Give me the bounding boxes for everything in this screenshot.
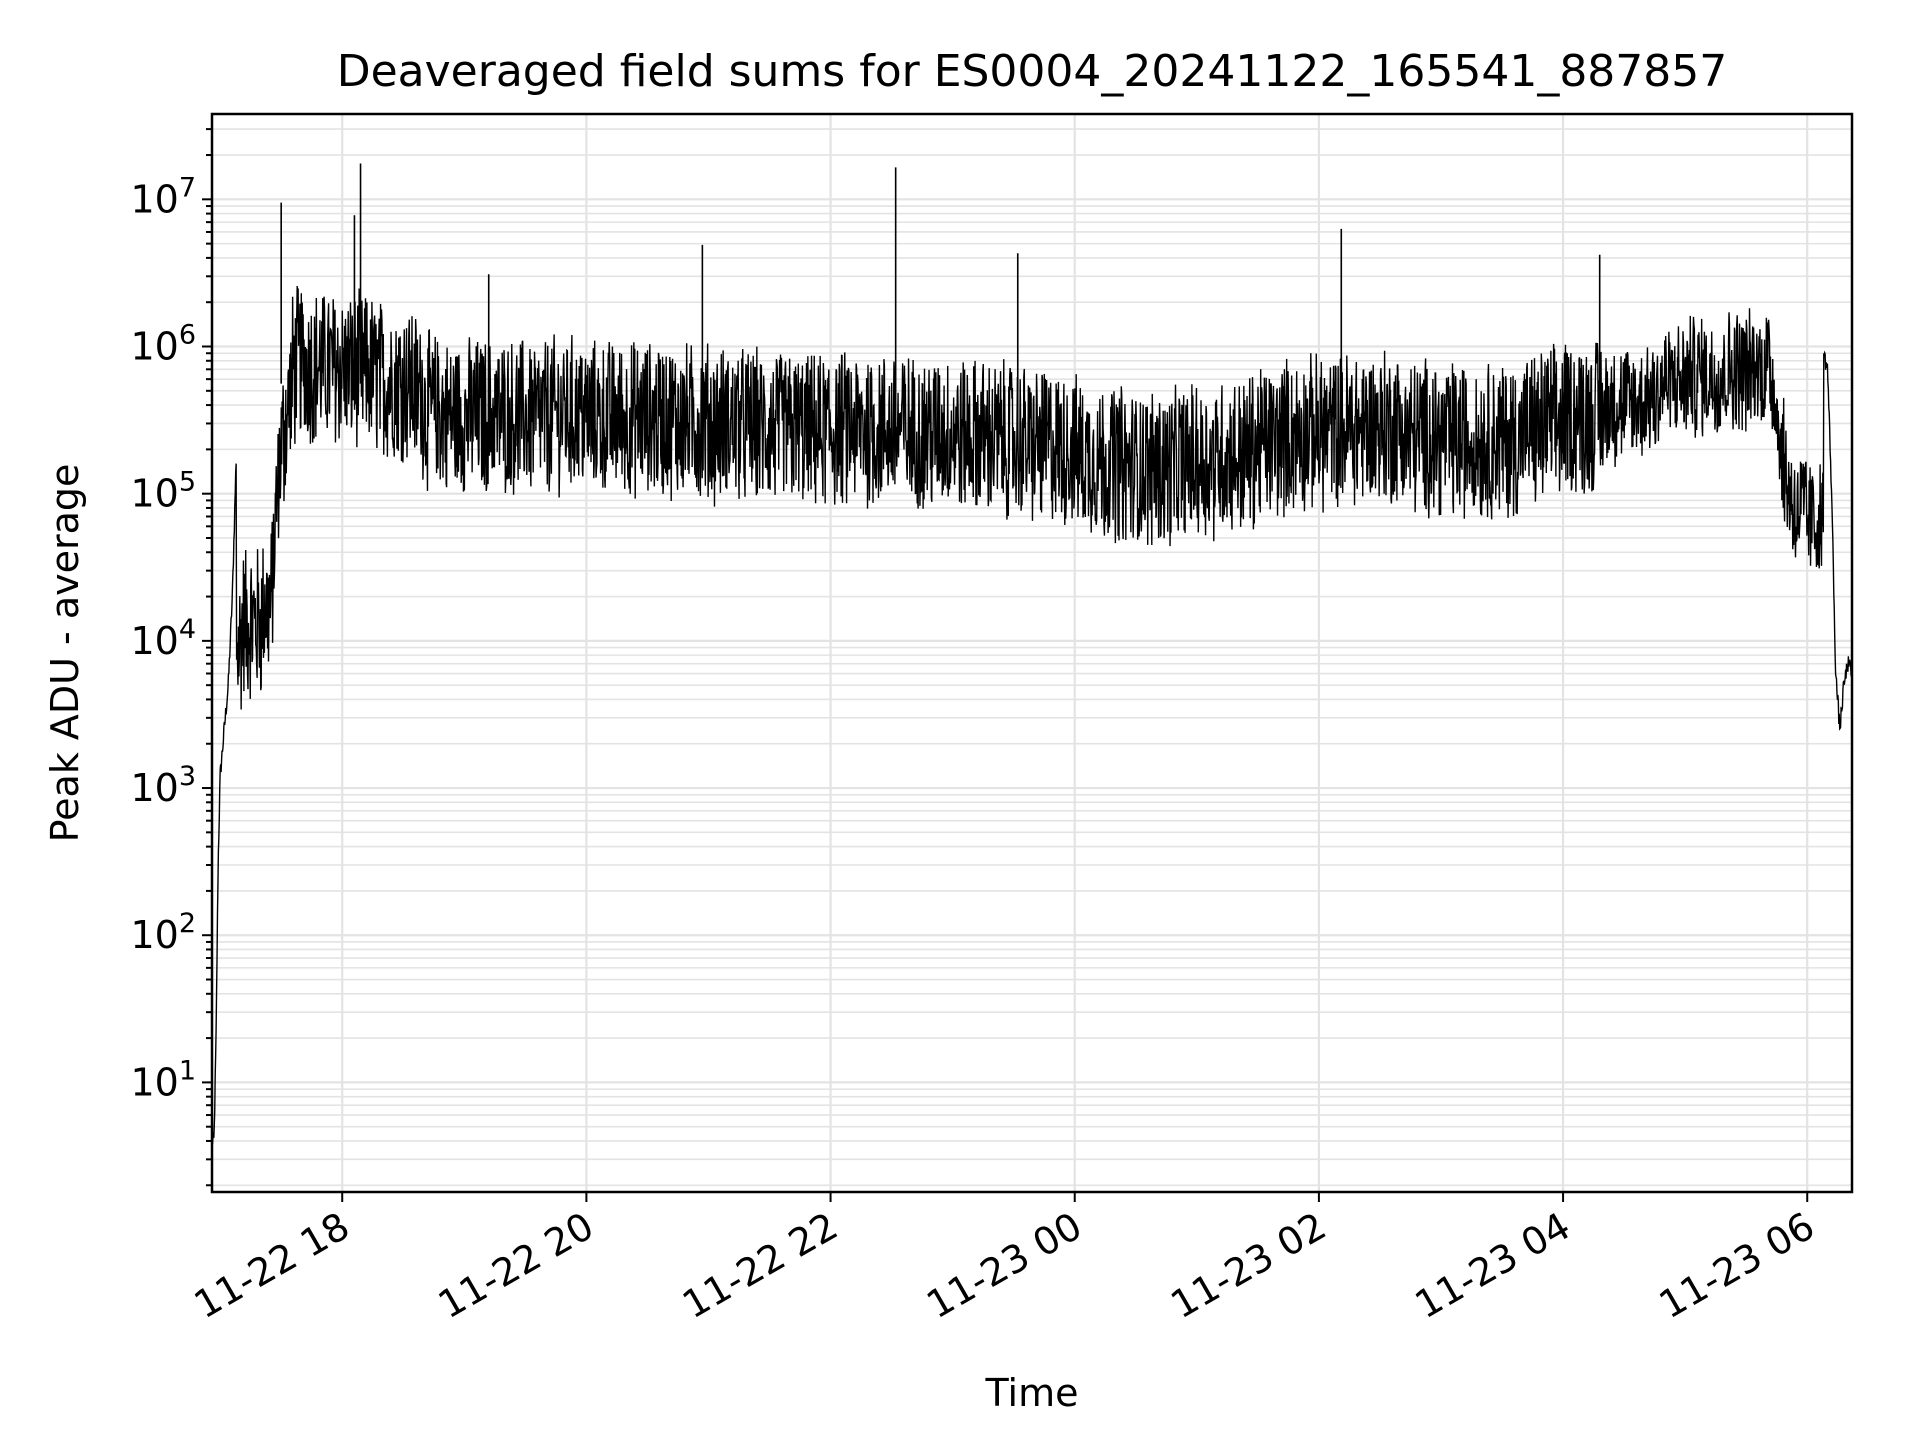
series-trace bbox=[211, 286, 1853, 1145]
series-layer bbox=[211, 163, 1853, 1145]
y-tick-label: 101 bbox=[130, 1055, 196, 1104]
y-tick-label: 105 bbox=[130, 467, 196, 516]
y-tick-label: 103 bbox=[130, 761, 196, 810]
y-axis-label: Peak ADU - average bbox=[43, 464, 87, 843]
y-tick-label: 102 bbox=[130, 908, 196, 957]
chart-title: Deaveraged field sums for ES0004_2024112… bbox=[337, 46, 1728, 97]
plot-frame bbox=[210, 112, 1854, 1194]
y-tick-label: 104 bbox=[130, 614, 196, 663]
y-tick-label: 107 bbox=[130, 172, 196, 221]
x-axis-label: Time bbox=[985, 1371, 1079, 1415]
y-tick-label: 106 bbox=[130, 320, 196, 369]
